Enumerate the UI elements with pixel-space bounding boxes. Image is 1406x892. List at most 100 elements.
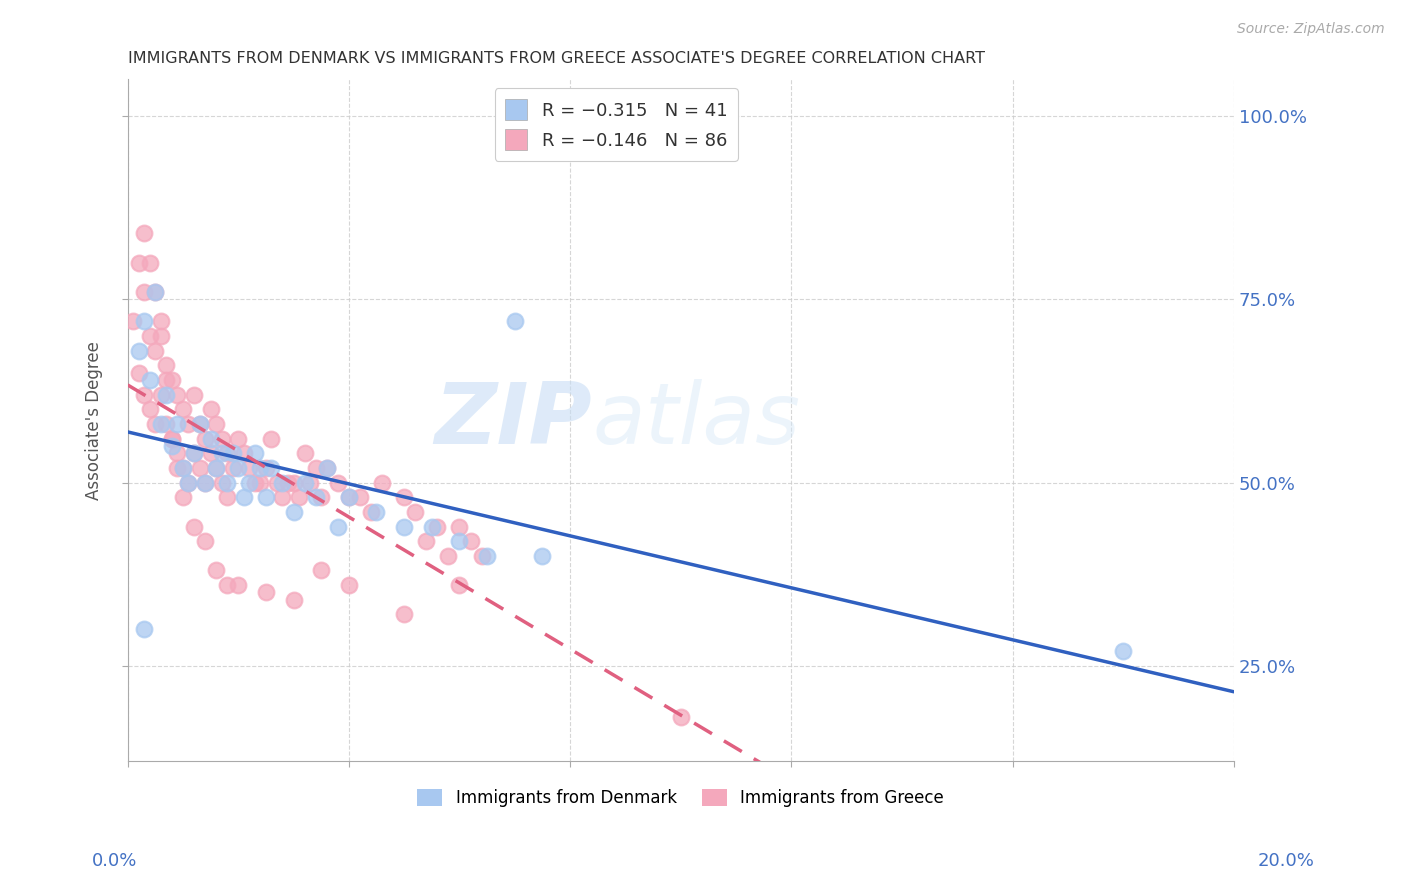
Point bbox=[503, 314, 526, 328]
Point bbox=[188, 461, 211, 475]
Point bbox=[183, 387, 205, 401]
Point bbox=[271, 490, 294, 504]
Point bbox=[426, 519, 449, 533]
Point bbox=[177, 475, 200, 490]
Point bbox=[177, 417, 200, 431]
Text: IMMIGRANTS FROM DENMARK VS IMMIGRANTS FROM GREECE ASSOCIATE'S DEGREE CORRELATION: IMMIGRANTS FROM DENMARK VS IMMIGRANTS FR… bbox=[128, 51, 984, 66]
Point bbox=[138, 402, 160, 417]
Point bbox=[134, 314, 156, 328]
Point bbox=[205, 417, 228, 431]
Point bbox=[260, 432, 283, 446]
Y-axis label: Associate's Degree: Associate's Degree bbox=[86, 341, 103, 500]
Point bbox=[337, 490, 360, 504]
Point bbox=[266, 475, 288, 490]
Point bbox=[149, 329, 172, 343]
Point bbox=[166, 417, 188, 431]
Point bbox=[177, 475, 200, 490]
Point bbox=[160, 439, 183, 453]
Legend: Immigrants from Denmark, Immigrants from Greece: Immigrants from Denmark, Immigrants from… bbox=[411, 782, 950, 814]
Point bbox=[128, 343, 150, 358]
Point bbox=[309, 490, 332, 504]
Point bbox=[194, 475, 217, 490]
Point bbox=[299, 475, 322, 490]
Point bbox=[415, 534, 437, 549]
Point bbox=[337, 578, 360, 592]
Point bbox=[294, 475, 316, 490]
Point bbox=[437, 549, 460, 563]
Point bbox=[460, 534, 482, 549]
Point bbox=[134, 227, 156, 241]
Point bbox=[337, 490, 360, 504]
Point bbox=[149, 387, 172, 401]
Point bbox=[531, 549, 554, 563]
Point bbox=[326, 475, 349, 490]
Point bbox=[160, 432, 183, 446]
Point bbox=[260, 461, 283, 475]
Point bbox=[326, 519, 349, 533]
Point bbox=[238, 475, 260, 490]
Text: Source: ZipAtlas.com: Source: ZipAtlas.com bbox=[1237, 22, 1385, 37]
Point bbox=[221, 461, 243, 475]
Point bbox=[172, 461, 194, 475]
Point bbox=[143, 285, 166, 299]
Point bbox=[138, 373, 160, 387]
Point bbox=[294, 446, 316, 460]
Point bbox=[288, 490, 311, 504]
Point bbox=[238, 461, 260, 475]
Point bbox=[166, 387, 188, 401]
Point bbox=[232, 446, 254, 460]
Point bbox=[305, 490, 328, 504]
Point bbox=[392, 490, 415, 504]
Point bbox=[226, 461, 249, 475]
Point bbox=[392, 607, 415, 622]
Point bbox=[205, 564, 228, 578]
Point bbox=[360, 505, 382, 519]
Point bbox=[183, 446, 205, 460]
Point bbox=[134, 285, 156, 299]
Point bbox=[172, 402, 194, 417]
Point bbox=[205, 461, 228, 475]
Point bbox=[194, 534, 217, 549]
Text: 0.0%: 0.0% bbox=[91, 852, 136, 870]
Point bbox=[205, 461, 228, 475]
Point bbox=[211, 432, 233, 446]
Point bbox=[243, 475, 266, 490]
Point bbox=[217, 475, 239, 490]
Point bbox=[366, 505, 388, 519]
Point bbox=[283, 505, 305, 519]
Point bbox=[188, 417, 211, 431]
Point bbox=[232, 490, 254, 504]
Point bbox=[226, 578, 249, 592]
Point bbox=[143, 343, 166, 358]
Point bbox=[155, 358, 177, 372]
Point bbox=[200, 402, 222, 417]
Point bbox=[122, 314, 145, 328]
Point bbox=[1112, 644, 1135, 658]
Point bbox=[155, 417, 177, 431]
Point bbox=[183, 446, 205, 460]
Text: ZIP: ZIP bbox=[434, 379, 592, 462]
Point bbox=[449, 578, 471, 592]
Point bbox=[183, 519, 205, 533]
Point bbox=[449, 519, 471, 533]
Point bbox=[134, 387, 156, 401]
Point bbox=[420, 519, 443, 533]
Point bbox=[305, 461, 328, 475]
Point bbox=[226, 432, 249, 446]
Point bbox=[155, 373, 177, 387]
Point bbox=[172, 461, 194, 475]
Point bbox=[283, 475, 305, 490]
Point bbox=[194, 432, 217, 446]
Point bbox=[217, 578, 239, 592]
Point bbox=[271, 475, 294, 490]
Point bbox=[172, 490, 194, 504]
Point bbox=[217, 490, 239, 504]
Point bbox=[404, 505, 426, 519]
Point bbox=[471, 549, 494, 563]
Text: atlas: atlas bbox=[592, 379, 800, 462]
Point bbox=[166, 446, 188, 460]
Point bbox=[243, 446, 266, 460]
Point bbox=[277, 475, 299, 490]
Point bbox=[211, 446, 233, 460]
Text: 20.0%: 20.0% bbox=[1258, 852, 1315, 870]
